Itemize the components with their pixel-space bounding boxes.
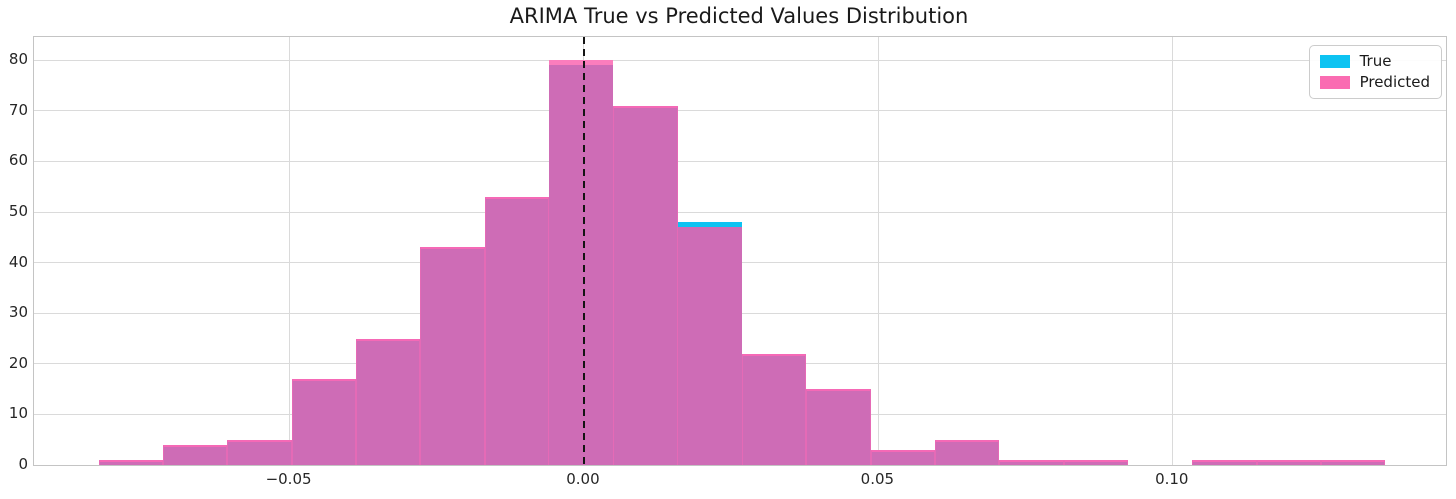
- gridline-horizontal: [34, 110, 1446, 112]
- histogram-bar: [1064, 459, 1128, 465]
- histogram-bar: [999, 459, 1064, 465]
- y-tick-label: 80: [8, 50, 28, 69]
- y-tick-label: 50: [8, 202, 28, 221]
- gridline-vertical: [877, 37, 879, 465]
- y-tick-label: 10: [8, 404, 28, 423]
- legend-item-true: True: [1319, 52, 1430, 70]
- histogram-bar: [485, 196, 549, 465]
- gridline-horizontal: [34, 211, 1446, 213]
- histogram-bar: [742, 353, 806, 465]
- histogram-bar: [163, 444, 227, 465]
- histogram-bar: [420, 247, 485, 465]
- y-tick-label: 70: [8, 100, 28, 119]
- x-tick-label: −0.05: [265, 470, 312, 488]
- y-tick-label: 60: [8, 151, 28, 170]
- histogram-bar: [1257, 459, 1321, 465]
- histogram-bar: [678, 227, 742, 465]
- gridline-horizontal: [34, 59, 1446, 61]
- histogram-bar: [549, 65, 613, 465]
- y-tick-label: 40: [8, 252, 28, 271]
- legend-label-predicted: Predicted: [1359, 73, 1430, 91]
- histogram-bar: [806, 389, 871, 465]
- histogram-bar: [1321, 459, 1385, 465]
- predicted-series-swatch-icon: [1319, 76, 1350, 89]
- histogram-bar: [99, 459, 163, 465]
- histogram-bar-predicted-cap: [549, 60, 613, 66]
- histogram-bar: [613, 105, 678, 465]
- x-tick-label: 0.05: [860, 470, 895, 488]
- plot-area: True Predicted: [33, 36, 1447, 466]
- chart-title: ARIMA True vs Predicted Values Distribut…: [509, 4, 969, 28]
- x-tick-label: 0.10: [1155, 470, 1189, 488]
- histogram-bar: [1192, 459, 1257, 465]
- legend-item-predicted: Predicted: [1319, 73, 1430, 91]
- gridline-vertical: [289, 37, 291, 465]
- histogram-bar-true-cap: [678, 222, 742, 228]
- zero-dashed-line: [582, 37, 585, 465]
- y-tick-label: 20: [8, 353, 28, 372]
- legend-label-true: True: [1359, 52, 1392, 70]
- x-tick-label: 0.00: [566, 470, 600, 488]
- histogram-bar: [356, 338, 420, 465]
- gridline-vertical: [1172, 37, 1174, 465]
- gridline-horizontal: [34, 160, 1446, 162]
- histogram-bar: [292, 378, 356, 465]
- legend: True Predicted: [1308, 45, 1442, 99]
- y-tick-label: 0: [18, 455, 28, 473]
- histogram-bar: [935, 439, 999, 465]
- y-tick-label: 30: [8, 303, 28, 322]
- histogram-bar: [871, 449, 935, 465]
- true-series-swatch-icon: [1319, 55, 1350, 68]
- histogram-bar: [227, 439, 292, 465]
